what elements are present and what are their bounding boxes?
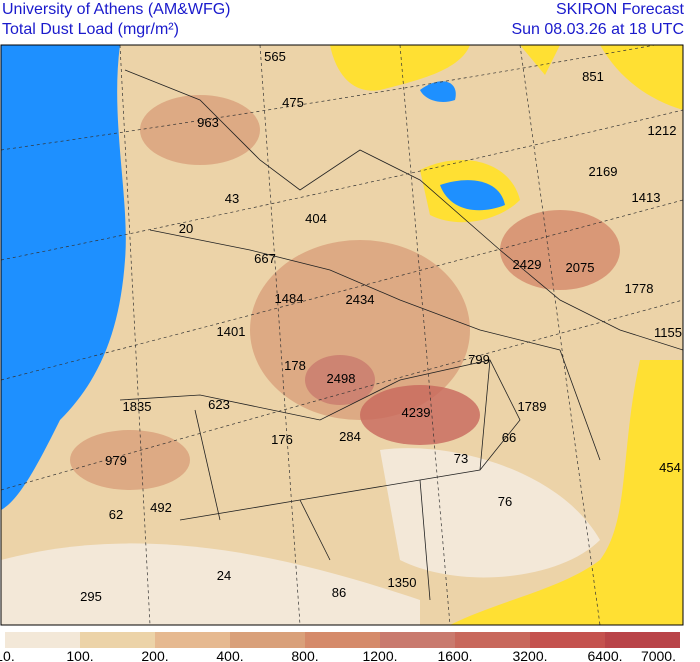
header-left: University of Athens (AM&WFG) Total Dust… bbox=[2, 0, 231, 40]
colorbar-segment bbox=[530, 632, 605, 648]
map-value-label: 1484 bbox=[275, 291, 304, 306]
map-value-label: 1835 bbox=[123, 399, 152, 414]
colorbar-label: 200. bbox=[141, 648, 168, 662]
map-value-label: 24 bbox=[217, 568, 231, 583]
map-value-label: 565 bbox=[264, 49, 286, 64]
map-value-label: 492 bbox=[150, 500, 172, 515]
map-value-label: 62 bbox=[109, 507, 123, 522]
map-value-label: 4239 bbox=[402, 405, 431, 420]
colorbar-segment bbox=[155, 632, 230, 648]
map-value-label: 1401 bbox=[217, 324, 246, 339]
map-value-label: 1212 bbox=[648, 123, 677, 138]
colorbar-label: 1200. bbox=[362, 648, 397, 662]
forecast-time: Sun 08.03.26 at 18 UTC bbox=[511, 21, 684, 38]
map-value-label: 76 bbox=[498, 494, 512, 509]
map-value-label: 2434 bbox=[346, 292, 375, 307]
colorbar-label: 7000. bbox=[641, 648, 676, 662]
colorbar-label: 400. bbox=[216, 648, 243, 662]
colorbar-label: 1600. bbox=[437, 648, 472, 662]
map-value-label: 979 bbox=[105, 453, 127, 468]
map-value-label: 2075 bbox=[566, 260, 595, 275]
colorbar-segment bbox=[80, 632, 155, 648]
colorbar-segment bbox=[455, 632, 530, 648]
map-value-label: 1778 bbox=[625, 281, 654, 296]
map-field bbox=[1, 45, 683, 625]
colorbar-label: 800. bbox=[291, 648, 318, 662]
colorbar-segment bbox=[230, 632, 305, 648]
map-value-label: 66 bbox=[502, 430, 516, 445]
map-value-label: 623 bbox=[208, 397, 230, 412]
map-value-label: 1350 bbox=[388, 575, 417, 590]
map-value-label: 2169 bbox=[589, 164, 618, 179]
map-value-label: 2429 bbox=[513, 257, 542, 272]
colorbar-label: 10. bbox=[0, 648, 15, 662]
map-frame bbox=[0, 44, 684, 626]
map-value-label: 73 bbox=[454, 451, 468, 466]
map-value-label: 178 bbox=[284, 358, 306, 373]
map-value-label: 86 bbox=[332, 585, 346, 600]
map-value-label: 20 bbox=[179, 221, 193, 236]
map-value-label: 284 bbox=[339, 429, 361, 444]
title-line: Total Dust Load (mgr/m²) bbox=[2, 21, 179, 38]
map-value-label: 963 bbox=[197, 115, 219, 130]
header-right: SKIRON Forecast Sun 08.03.26 at 18 UTC bbox=[511, 0, 684, 40]
colorbar-label: 100. bbox=[66, 648, 93, 662]
colorbar-label: 3200. bbox=[512, 648, 547, 662]
colorbar-segment bbox=[305, 632, 380, 648]
map-value-label: 799 bbox=[468, 352, 490, 367]
colorbar-label: 6400. bbox=[587, 648, 622, 662]
map-value-label: 454 bbox=[659, 460, 681, 475]
map-value-label: 667 bbox=[254, 251, 276, 266]
colorbar-segment bbox=[380, 632, 455, 648]
map-value-label: 295 bbox=[80, 589, 102, 604]
map-value-label: 1413 bbox=[632, 190, 661, 205]
map-value-label: 176 bbox=[271, 432, 293, 447]
map-value-label: 1789 bbox=[518, 399, 547, 414]
forecast-label: SKIRON Forecast bbox=[555, 1, 684, 18]
map-value-label: 404 bbox=[305, 211, 327, 226]
colorbar-segment bbox=[5, 632, 80, 648]
map-value-label: 851 bbox=[582, 69, 604, 84]
map-value-label: 1155 bbox=[654, 325, 682, 340]
map-value-label: 475 bbox=[282, 95, 304, 110]
map-value-label: 43 bbox=[225, 191, 239, 206]
map-value-label: 2498 bbox=[327, 371, 356, 386]
colorbar-segment bbox=[605, 632, 680, 648]
title-line: University of Athens (AM&WFG) bbox=[2, 1, 231, 18]
